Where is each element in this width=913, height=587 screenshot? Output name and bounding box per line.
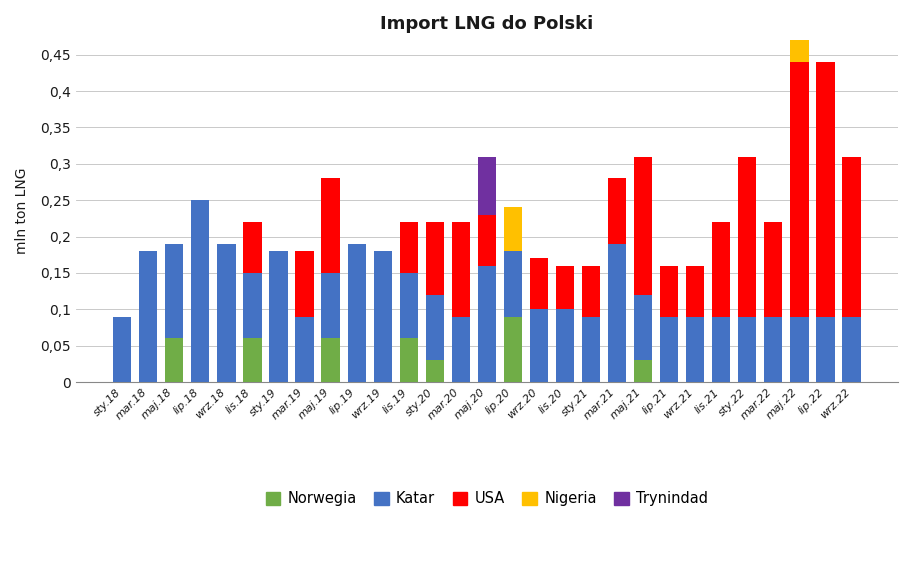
Bar	[191, 200, 209, 382]
Bar	[582, 266, 600, 316]
Bar	[582, 316, 600, 382]
Bar	[452, 316, 470, 382]
Bar	[712, 222, 730, 316]
Bar	[816, 62, 834, 316]
Bar	[739, 157, 757, 316]
Bar	[348, 244, 366, 382]
Bar	[113, 316, 131, 382]
Bar	[165, 244, 184, 339]
Bar	[764, 316, 782, 382]
Bar	[504, 207, 522, 251]
Bar	[321, 178, 340, 273]
Bar	[244, 339, 261, 382]
Bar	[400, 222, 418, 273]
Bar	[244, 222, 261, 273]
Bar	[530, 258, 548, 309]
Bar	[425, 295, 444, 360]
Bar	[477, 215, 496, 266]
Bar	[504, 316, 522, 382]
Bar	[296, 316, 314, 382]
Bar	[634, 295, 652, 360]
Y-axis label: mln ton LNG: mln ton LNG	[15, 168, 29, 254]
Bar	[296, 251, 314, 316]
Bar	[634, 157, 652, 295]
Bar	[764, 222, 782, 316]
Bar	[321, 339, 340, 382]
Bar	[530, 309, 548, 382]
Bar	[477, 157, 496, 215]
Bar	[165, 339, 184, 382]
Bar	[739, 316, 757, 382]
Bar	[217, 244, 236, 382]
Bar	[791, 62, 809, 316]
Bar	[608, 244, 626, 382]
Bar	[686, 316, 704, 382]
Bar	[400, 273, 418, 339]
Bar	[504, 251, 522, 316]
Legend: Norwegia, Katar, USA, Nigeria, Trynindad: Norwegia, Katar, USA, Nigeria, Trynindad	[260, 485, 714, 512]
Bar	[843, 157, 861, 316]
Bar	[843, 316, 861, 382]
Bar	[686, 266, 704, 316]
Bar	[608, 178, 626, 244]
Bar	[556, 266, 574, 309]
Bar	[321, 273, 340, 339]
Bar	[791, 316, 809, 382]
Bar	[244, 273, 261, 339]
Bar	[139, 251, 157, 382]
Bar	[634, 360, 652, 382]
Bar	[452, 222, 470, 316]
Bar	[373, 251, 392, 382]
Bar	[660, 266, 678, 316]
Bar	[712, 316, 730, 382]
Bar	[400, 339, 418, 382]
Bar	[556, 309, 574, 382]
Bar	[660, 316, 678, 382]
Bar	[269, 251, 288, 382]
Title: Import LNG do Polski: Import LNG do Polski	[380, 15, 593, 33]
Bar	[816, 316, 834, 382]
Bar	[477, 266, 496, 382]
Bar	[425, 222, 444, 295]
Bar	[425, 360, 444, 382]
Bar	[791, 0, 809, 62]
